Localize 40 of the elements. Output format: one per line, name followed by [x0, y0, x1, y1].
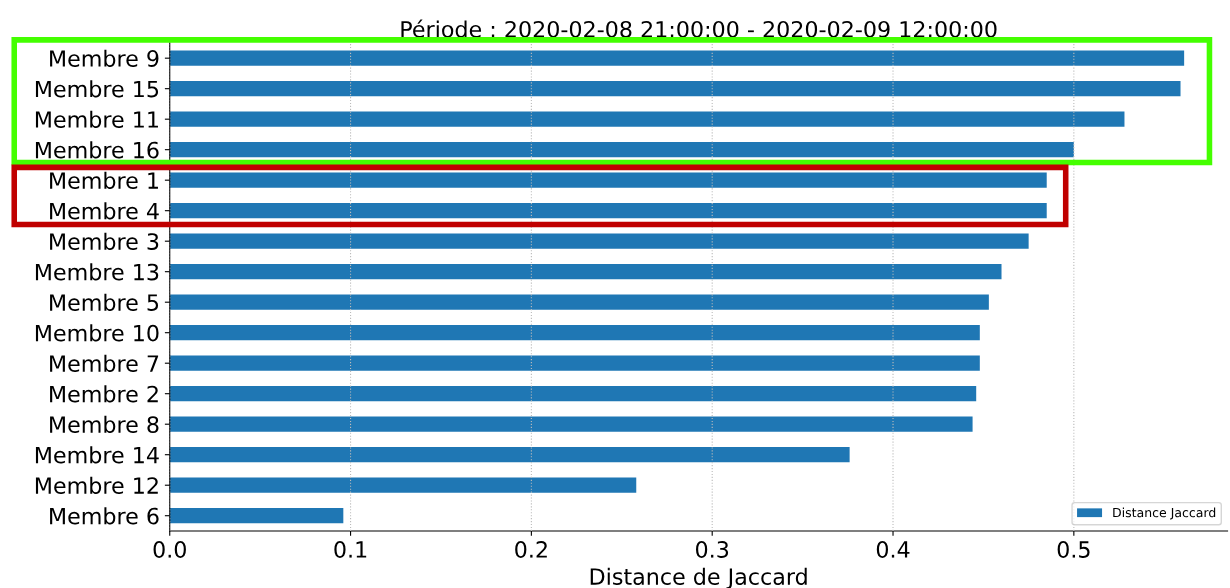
y-tick-label: Membre 9 — [50, 49, 159, 67]
y-tick-label: Membre 14 — [35, 446, 159, 464]
x-tick-label: 0.1 — [334, 541, 367, 558]
bar — [169, 355, 980, 371]
bar — [169, 264, 1002, 280]
bar — [169, 416, 973, 432]
bar — [169, 294, 989, 310]
x-tick-label: 0.0 — [153, 541, 186, 558]
bar — [169, 203, 1047, 219]
y-tick-label: Membre 1 — [50, 171, 158, 189]
bar — [169, 111, 1125, 127]
y-tick-label: Membre 15 — [35, 80, 159, 98]
y-tick-label: Membre 13 — [35, 263, 159, 281]
y-tick-label: Membre 3 — [50, 232, 159, 250]
y-tick-label: Membre 10 — [35, 324, 159, 342]
bar — [169, 508, 344, 524]
x-tick-label: 0.4 — [876, 541, 910, 558]
y-tick-label: Membre 11 — [35, 110, 158, 128]
y-tick-label: Membre 5 — [50, 293, 159, 311]
bar — [169, 477, 637, 493]
y-tick-label: Membre 6 — [50, 507, 159, 525]
y-tick-label: Membre 16 — [35, 141, 159, 159]
x-tick-label: 0.2 — [515, 541, 547, 558]
bar — [169, 447, 850, 463]
x-tick-label: 0.5 — [1057, 541, 1090, 558]
y-tick-label: Membre 2 — [50, 385, 158, 403]
legend-label: Distance Jaccard — [1113, 507, 1216, 520]
chart-title: Période : 2020-02-08 21:00:00 - 2020-02-09 12:00:00 — [401, 19, 997, 38]
bar — [169, 81, 1181, 97]
y-tick-label: Membre 7 — [50, 354, 159, 372]
bar — [169, 233, 1029, 249]
bar — [169, 50, 1185, 66]
bar — [169, 142, 1074, 158]
y-tick-label: Membre 12 — [35, 476, 158, 494]
bar — [169, 325, 980, 341]
y-tick-label: Membre 4 — [50, 202, 159, 220]
x-tick-label: 0.3 — [696, 541, 729, 558]
bar — [169, 386, 977, 402]
bar — [169, 172, 1047, 188]
y-tick-label: Membre 8 — [50, 415, 159, 433]
